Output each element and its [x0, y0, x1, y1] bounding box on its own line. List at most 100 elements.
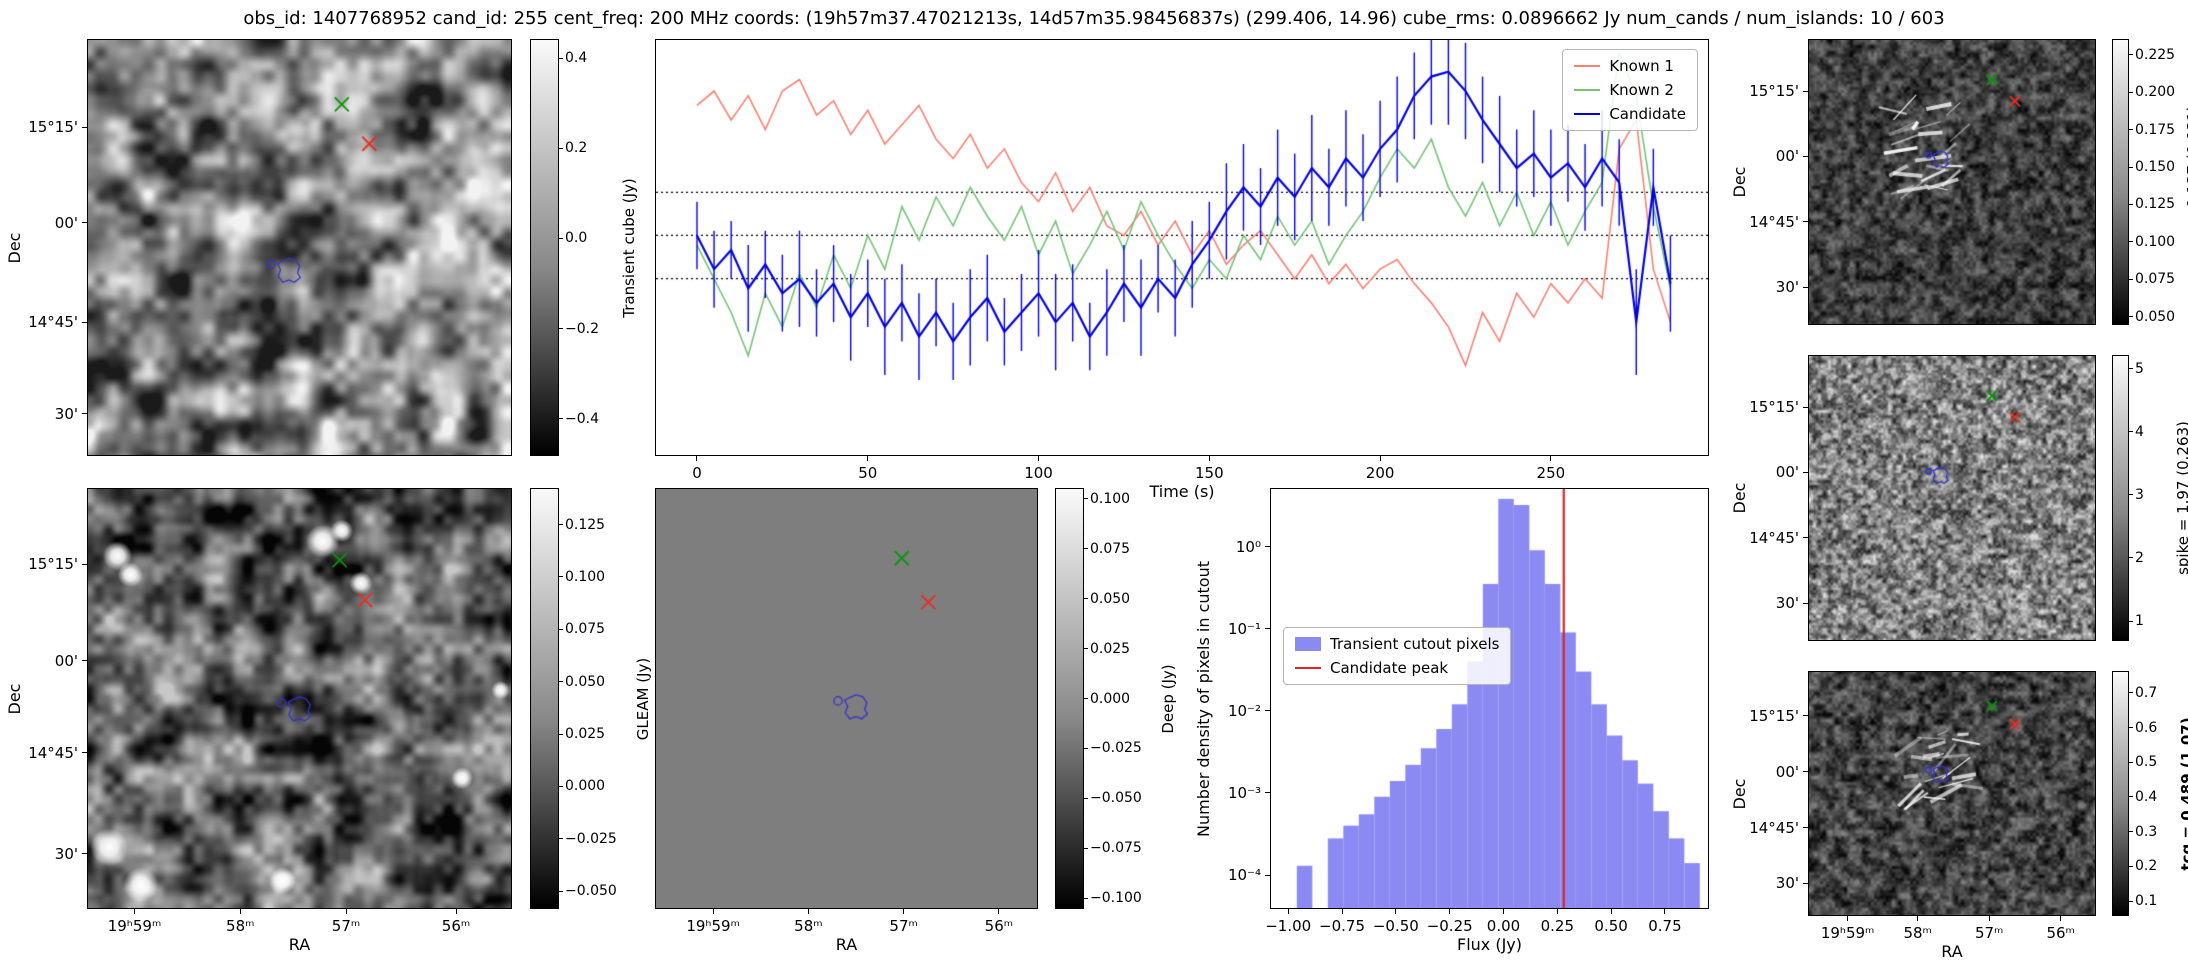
x-tick-mark: [345, 908, 347, 914]
colorbar-tick-label: 0.000: [565, 778, 606, 795]
colorbar-tick-label: 0.7: [2135, 684, 2158, 701]
y-tick-mark: [1265, 546, 1271, 547]
colorbar-tick-mark: [2128, 620, 2133, 622]
transient-cube-colorbar: 0.4 0.2 0.0 −0.2 −0.4 Transient cube (Jy): [530, 39, 638, 456]
colorbar-tick-mark: [1083, 698, 1088, 699]
y-tick-label: 00': [1775, 147, 1799, 166]
colorbar-tick-label: −0.025: [565, 830, 617, 847]
y-tick-label: 14°45': [1749, 528, 1799, 547]
y-tick-mark: [1803, 286, 1809, 288]
colorbar-tick-mark: [2128, 129, 2133, 131]
tcg-image-canvas: [1809, 672, 2095, 915]
x-axis-label: RA: [835, 935, 858, 954]
y-tick-mark: [1803, 715, 1809, 717]
y-tick-label: 10⁻²: [1227, 701, 1261, 720]
colorbar-tick-label: 0.6: [2135, 719, 2158, 736]
legend-line-swatch: [1574, 89, 1601, 91]
y-tick-mark: [1803, 155, 1809, 157]
legend-label: Candidate: [1609, 105, 1686, 123]
x-tick-label: −0.75: [1319, 917, 1366, 935]
y-tick-mark: [82, 563, 88, 565]
colorbar-tick-label: 3: [2135, 486, 2144, 503]
x-tick-label: 57ᵐ: [889, 917, 918, 935]
colorbar-tick-mark: [558, 418, 563, 420]
x-axis-label: RA: [1941, 942, 1963, 960]
x-tick-label: 200: [1365, 464, 1395, 482]
y-tick-label: 30': [54, 844, 78, 863]
y-tick-mark: [1803, 827, 1809, 829]
colorbar-tick-mark: [558, 524, 563, 526]
x-tick-label: 19ʰ59ᵐ: [686, 917, 740, 935]
colorbar-tick-label: 1: [2135, 613, 2144, 630]
colorbar-tick-label: 4: [2135, 423, 2144, 440]
x-tick-label: 0.50: [1594, 917, 1628, 935]
x-axis-label: Flux (Jy): [1456, 935, 1523, 954]
y-tick-label: 30': [54, 404, 78, 423]
y-tick-label: 10⁻¹: [1227, 619, 1261, 638]
x-tick-mark: [1395, 908, 1397, 914]
x-tick-mark: [1988, 915, 1990, 921]
x-tick-label: 56ᵐ: [441, 917, 471, 935]
colorbar-tick-mark: [1083, 598, 1088, 600]
deep-image-canvas: [656, 489, 1037, 908]
x-tick-mark: [1379, 455, 1381, 461]
colorbar-tick-label: −0.100: [1090, 890, 1142, 907]
colorbar-label: rms = 0.137 (0.931): [2184, 105, 2188, 259]
colorbar-tick-label: −0.4: [565, 410, 599, 427]
colorbar-tick-mark: [2128, 831, 2133, 833]
colorbar-tick-mark: [558, 785, 563, 787]
colorbar-label: Transient cube (Jy): [620, 177, 638, 318]
legend: Known 1 Known 2 Candidate: [1562, 49, 1698, 131]
y-tick-mark: [82, 413, 88, 414]
spike-colorbar: 5 4 3 2 1 spike = 1.97 (0.263): [2112, 355, 2188, 641]
colorbar-tick-mark: [1083, 847, 1088, 849]
colorbar-tick-mark: [558, 576, 563, 578]
gleam-image: 15°15' 00' 14°45' 30' 19ʰ59ᵐ 58ᵐ 57ᵐ 56ᵐ Dec RA: [5, 488, 512, 954]
y-tick-label: 10⁰: [1235, 537, 1261, 556]
y-tick-label: 10⁻³: [1227, 783, 1261, 802]
y-tick-label: 10⁻⁴: [1227, 866, 1261, 885]
colorbar-tick-mark: [2128, 54, 2133, 56]
colorbar-tick-label: 0.4: [565, 50, 588, 67]
y-tick-label: 00': [1775, 762, 1799, 781]
colorbar-tick-mark: [2128, 203, 2133, 205]
colorbar-tick-mark: [1083, 548, 1088, 550]
y-tick-mark: [82, 752, 88, 754]
colorbar-tick-mark: [2128, 494, 2133, 496]
y-tick-label: 14°45': [28, 313, 78, 332]
y-tick-label: 14°45': [1749, 212, 1799, 231]
y-tick-label: 14°45': [1749, 818, 1799, 837]
x-tick-mark: [903, 908, 905, 914]
y-tick-label: 15°15': [1749, 82, 1799, 101]
legend-line-swatch: [1574, 65, 1601, 67]
y-axis-label: Dec: [5, 683, 24, 714]
colorbar-tick-mark: [558, 328, 563, 330]
colorbar-tick-label: −0.075: [1090, 840, 1142, 857]
y-tick-mark: [1803, 90, 1809, 92]
colorbar-tick-mark: [2128, 166, 2133, 168]
colorbar-tick-mark: [558, 237, 563, 239]
lightcurve-plot: 0 50 100 150 200 250 Time (s) Known 1 Known 2 Can…: [655, 39, 1709, 501]
x-axis-label: Time (s): [1149, 482, 1215, 501]
x-tick-label: 0.00: [1486, 917, 1521, 935]
y-tick-mark: [1265, 874, 1271, 876]
x-tick-mark: [2060, 915, 2062, 921]
y-tick-label: 30': [1775, 594, 1799, 613]
colorbar-tick-mark: [558, 147, 563, 149]
y-tick-mark: [1803, 882, 1809, 884]
colorbar-tick-mark: [558, 838, 563, 840]
colorbar-tick-mark: [2128, 727, 2133, 729]
x-tick-mark: [1449, 908, 1451, 914]
colorbar-tick-label: 0.025: [1090, 640, 1131, 657]
transient-cube-image-canvas: [88, 40, 511, 455]
lightcurve-plot-canvas: [656, 40, 1708, 455]
colorbar-tick-label: 0.100: [2135, 233, 2176, 250]
gleam-image-canvas: [88, 489, 511, 908]
flux-histogram-canvas: [1271, 489, 1708, 908]
transient-cube-image: 15°15' 00' 14°45' 30' Dec: [5, 39, 512, 456]
x-tick-mark: [1664, 908, 1666, 914]
colorbar-tick-mark: [2128, 368, 2133, 370]
colorbar-tick-mark: [1083, 747, 1088, 749]
legend: Transient cutout pixels Candidate peak: [1283, 627, 1512, 686]
